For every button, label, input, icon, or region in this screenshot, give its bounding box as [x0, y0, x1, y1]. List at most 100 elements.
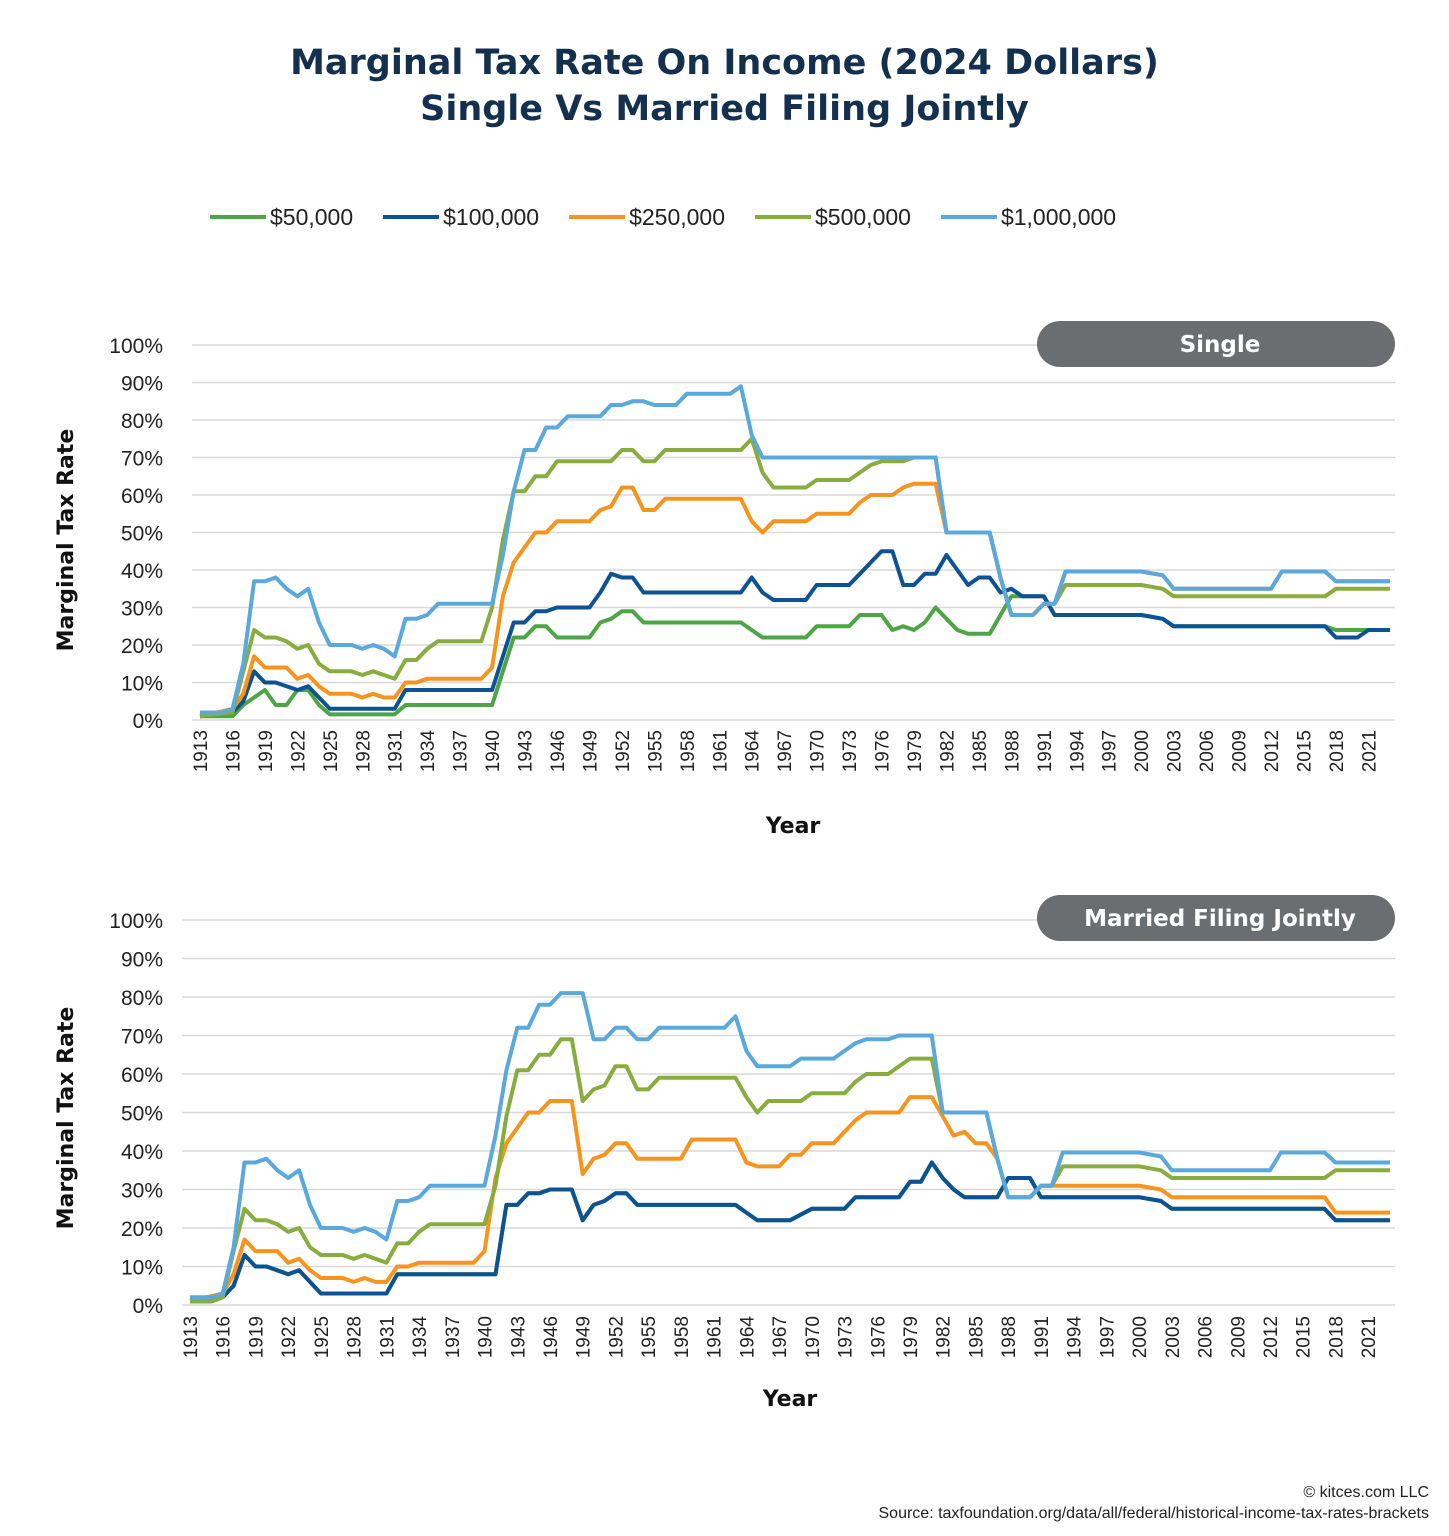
legend: $50,000 $100,000 $250,000 $500,000 $1,00…	[210, 200, 1146, 234]
y-tick-label: 10%	[121, 1257, 163, 1280]
legend-swatch	[940, 215, 997, 219]
x-tick-label: 1913	[181, 1316, 202, 1358]
x-tick-label: 1940	[476, 1316, 497, 1358]
x-tick-label: 1967	[775, 730, 796, 772]
x-tick-label: 1955	[645, 730, 666, 772]
x-tick-label: 1967	[770, 1316, 791, 1358]
legend-item-500k: $500,000	[755, 204, 911, 231]
y-axis-label: Marginal Tax Rate	[54, 429, 79, 652]
y-tick-label: 50%	[121, 523, 163, 546]
x-tick-label: 1922	[288, 730, 309, 772]
x-tick-label: 1982	[937, 730, 958, 772]
x-tick-label: 1973	[836, 1316, 857, 1358]
x-tick-label: 2015	[1294, 1316, 1315, 1358]
x-tick-label: 1964	[737, 1316, 758, 1359]
x-tick-label: 1916	[223, 730, 244, 772]
legend-item-50k: $50,000	[210, 204, 353, 231]
x-tick-label: 1928	[345, 1316, 366, 1358]
x-tick-label: 1979	[905, 730, 926, 772]
x-tick-label: 1988	[1002, 730, 1023, 772]
y-tick-label: 100%	[109, 335, 163, 358]
x-tick-label: 1991	[1035, 730, 1056, 772]
x-tick-label: 2006	[1197, 730, 1218, 772]
x-tick-label: 1961	[710, 730, 731, 772]
x-tick-label: 1946	[541, 1316, 562, 1358]
x-tick-label: 2003	[1165, 730, 1186, 772]
chart-subtitle: Single Vs Married Filing Jointly	[420, 89, 1029, 129]
x-tick-label: 1985	[970, 730, 991, 772]
panel-badge	[1037, 321, 1395, 367]
x-tick-label: 2012	[1261, 1316, 1282, 1358]
legend-label: $100,000	[443, 203, 540, 230]
legend-swatch	[210, 215, 266, 219]
x-tick-label: 1943	[516, 730, 537, 772]
x-tick-label: 2021	[1359, 730, 1380, 772]
x-tick-label: 1919	[256, 730, 277, 772]
x-tick-label: 1931	[377, 1316, 398, 1358]
x-tick-label: 1949	[580, 730, 601, 772]
x-tick-label: 1982	[934, 1316, 955, 1358]
x-tick-label: 1964	[743, 730, 764, 773]
x-tick-label: 1922	[279, 1316, 300, 1358]
x-tick-label: 1991	[1032, 1316, 1053, 1358]
y-tick-label: 70%	[121, 448, 163, 471]
legend-item-250k: $250,000	[569, 204, 725, 231]
y-tick-label: 60%	[121, 1064, 163, 1087]
y-tick-label: 0%	[133, 1295, 163, 1318]
x-tick-label: 1997	[1100, 730, 1121, 772]
x-tick-label: 1913	[191, 730, 212, 772]
y-tick-label: 30%	[121, 1180, 163, 1203]
legend-label: $50,000	[270, 203, 354, 230]
series-line-250000	[189, 1095, 1390, 1304]
x-tick-label: 1994	[1067, 730, 1088, 773]
x-tick-label: 1958	[672, 1316, 693, 1358]
y-tick-label: 30%	[121, 598, 163, 621]
x-tick-label: 2000	[1130, 1316, 1151, 1358]
source-note: Source: taxfoundation.org/data/all/feder…	[878, 1505, 1430, 1522]
x-tick-label: 2003	[1163, 1316, 1184, 1358]
y-axis-label: Marginal Tax Rate	[54, 1007, 79, 1230]
x-tick-label: 1988	[999, 1316, 1020, 1358]
y-tick-label: 10%	[121, 673, 163, 696]
single-chart: 0% 10% 20% 30% 40% 50% 60% 70% 80% 90% 100% 1913 191…	[54, 321, 1395, 839]
series-line-100000	[190, 1160, 1390, 1304]
y-tick-label: 50%	[121, 1103, 163, 1126]
x-tick-label: 2006	[1196, 1316, 1217, 1358]
legend-label: $1,000,000	[1000, 203, 1117, 230]
x-tick-label: 2015	[1294, 730, 1315, 772]
legend-item-100k: $100,000	[383, 204, 539, 231]
x-tick-label: 2000	[1132, 730, 1153, 772]
series-line-1000000	[190, 991, 1390, 1300]
x-tick-label: 1976	[868, 1316, 889, 1358]
x-tick-label: 1985	[966, 1316, 987, 1358]
x-tick-label: 1916	[214, 1316, 235, 1358]
y-tick-label: 60%	[121, 485, 163, 508]
legend-item-1m: $1,000,000	[940, 203, 1117, 231]
panel-badge	[1037, 895, 1395, 941]
y-tick-label: 100%	[109, 910, 163, 933]
x-tick-label: 1931	[386, 730, 407, 772]
x-tick-label: 1934	[410, 1316, 431, 1359]
y-tick-label: 20%	[121, 1218, 163, 1241]
copyright: © kitces.com LLC	[1303, 1484, 1429, 1501]
x-tick-label: 1943	[508, 1316, 529, 1358]
y-tick-label: 90%	[121, 949, 163, 972]
married-chart: 0% 10% 20% 30% 40% 50% 60% 70% 80% 90% 100% 1913 191…	[54, 895, 1395, 1412]
chart-title: Marginal Tax Rate On Income (2024 Dollar…	[290, 43, 1159, 83]
panel-label: Single	[1180, 332, 1261, 358]
y-tick-label: 20%	[121, 635, 163, 658]
x-tick-label: 1973	[840, 730, 861, 772]
x-tick-label: 1925	[321, 730, 342, 772]
legend-swatch	[569, 215, 626, 219]
panel-label: Married Filing Jointly	[1084, 906, 1356, 932]
legend-label: $500,000	[815, 203, 911, 230]
x-tick-label: 1919	[246, 1316, 267, 1358]
y-tick-label: 40%	[121, 1141, 163, 1164]
x-tick-label: 1952	[606, 1316, 627, 1358]
x-tick-label: 1994	[1065, 1316, 1086, 1359]
y-tick-label: 80%	[121, 987, 163, 1010]
x-tick-label: 2018	[1327, 730, 1348, 772]
x-tick-label: 1925	[312, 1316, 333, 1358]
y-tick-label: 0%	[133, 710, 163, 733]
x-tick-label: 1937	[451, 730, 472, 772]
